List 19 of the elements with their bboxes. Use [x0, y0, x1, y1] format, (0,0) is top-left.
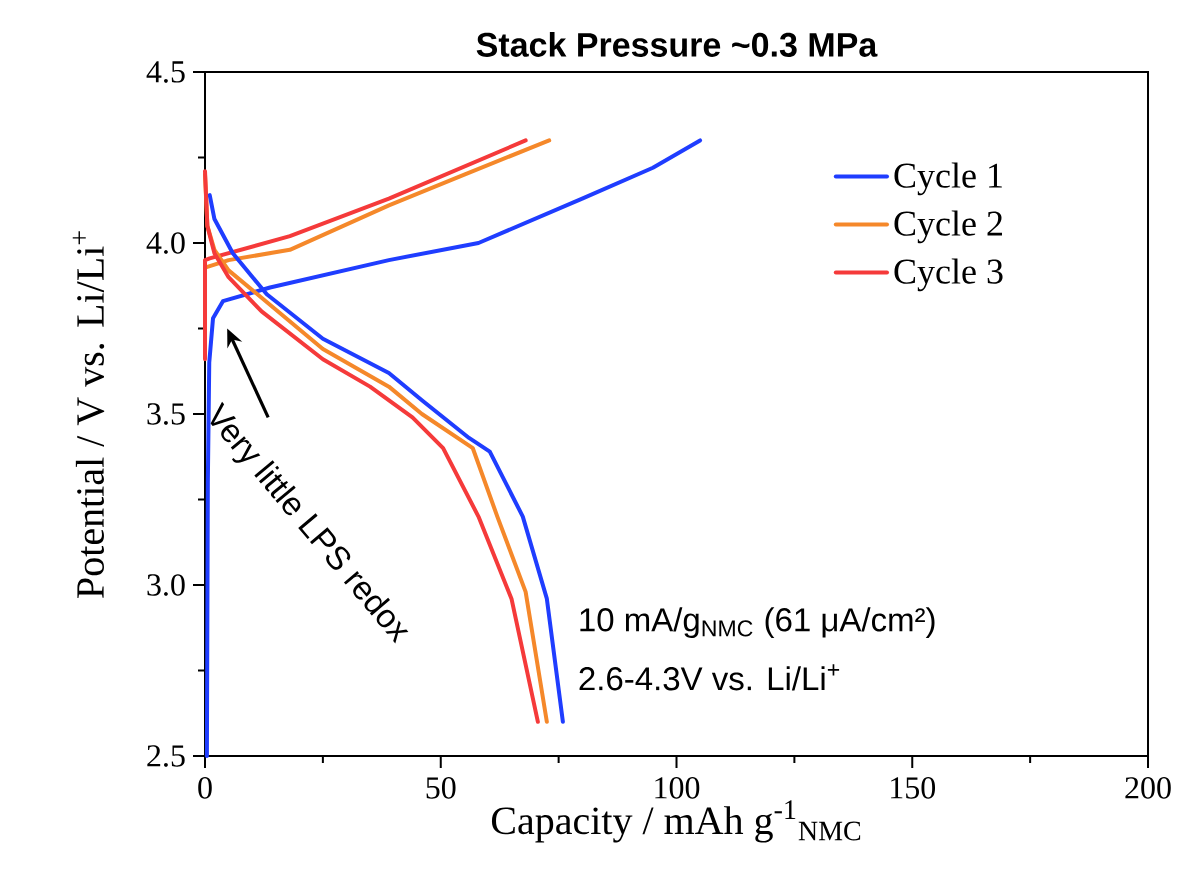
x-tick-label: 100: [655, 777, 700, 799]
legend-label: Cycle 2: [894, 210, 1002, 244]
y-tick-label: 2.5: [147, 745, 185, 767]
line-series: [204, 138, 703, 759]
y-tick-label: 4.0: [146, 232, 185, 254]
y-tick-label: 3.0: [147, 574, 185, 596]
legend-label: Cycle 3: [894, 258, 1003, 292]
x-tick-label: 200: [1125, 777, 1171, 799]
chart-title: Stack Pressure ~0.3 MPa: [476, 31, 878, 57]
annotation: 2.6-4.3V vs. Li/Li$^{+}$: [579, 664, 840, 691]
y-tick-label: 3.5: [147, 403, 185, 425]
legend-label: Cycle 1: [894, 162, 1002, 196]
y-axis-title: Potential / V vs. Li/Li$^{+}$: [72, 231, 105, 598]
x-tick-label: 50: [426, 777, 456, 799]
x-axis-title: Capacity / mAh g$^{-1}$NMC: [491, 800, 861, 843]
annotation: 10 mA/g$_{NMC}$ (61 μA/cm²): [580, 607, 935, 638]
x-tick-label: 0: [198, 777, 212, 799]
y-tick-label: 4.5: [146, 61, 185, 83]
x-tick-label: 150: [891, 777, 936, 799]
